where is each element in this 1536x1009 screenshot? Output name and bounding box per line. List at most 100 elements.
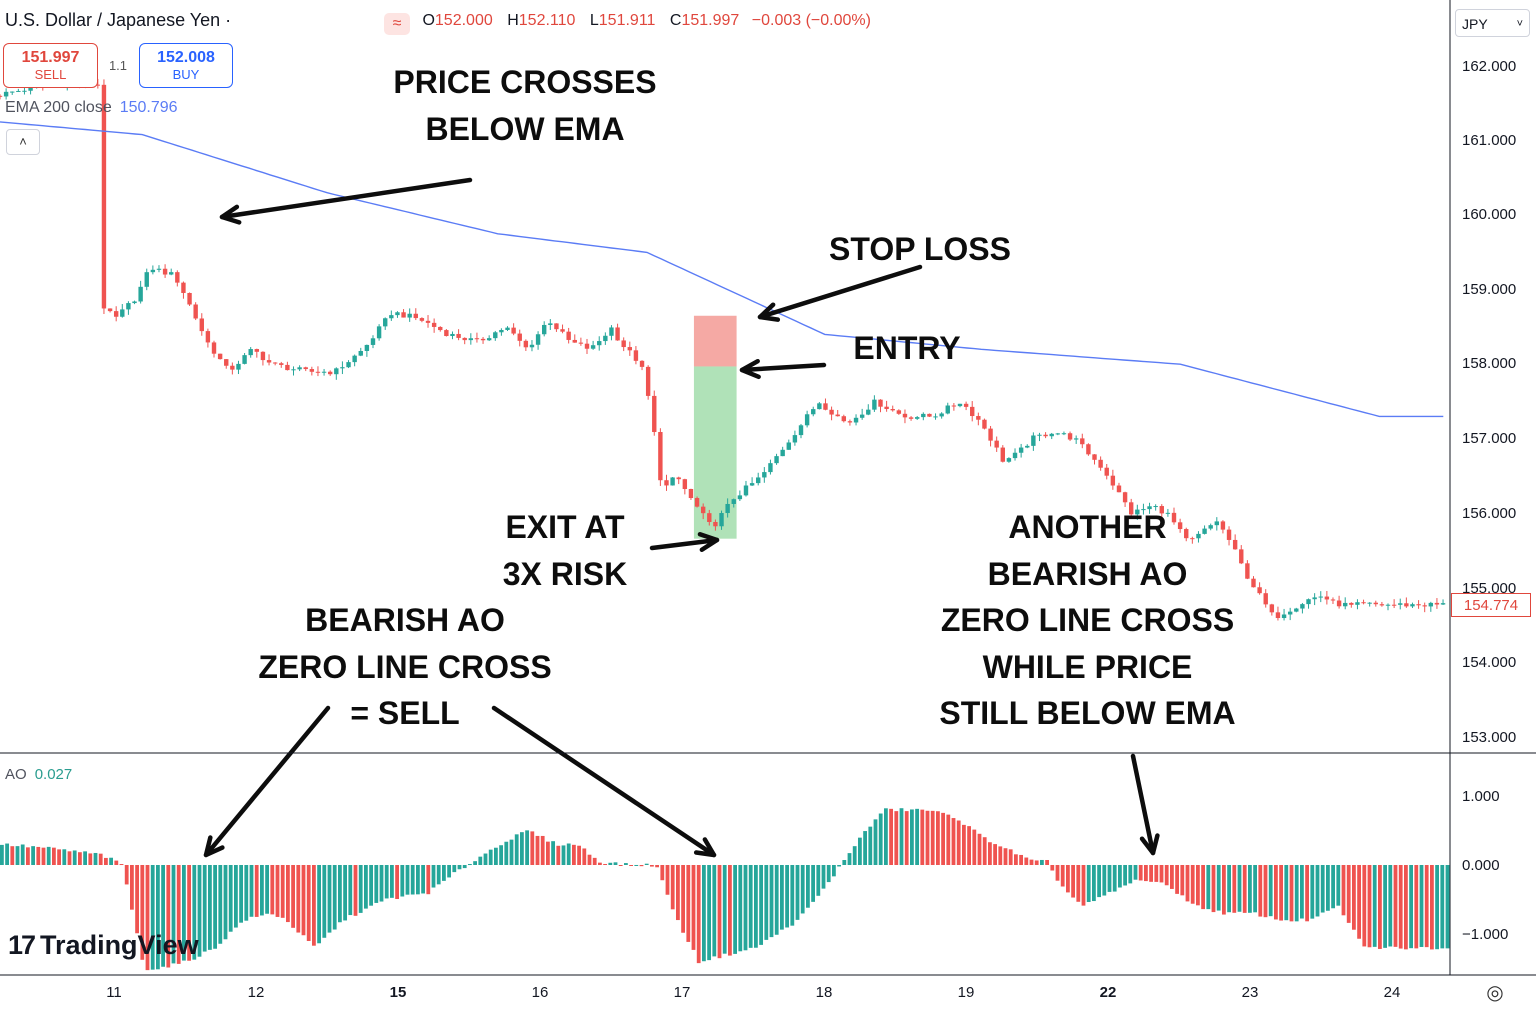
- ao-bar: [20, 844, 25, 865]
- ao-bar: [899, 808, 904, 865]
- ao-bar: [1352, 865, 1356, 930]
- candle-body: [792, 435, 798, 443]
- sell-arrow-right-head: [693, 837, 717, 858]
- ao-bar: [1393, 865, 1398, 947]
- price-cross-arrow-line: [219, 177, 473, 220]
- candle-body: [835, 414, 840, 417]
- candle-body: [1220, 521, 1226, 530]
- candle-body: [309, 369, 315, 372]
- candle-body: [1031, 435, 1036, 446]
- candle-body: [1067, 433, 1073, 440]
- ao-bar: [1175, 865, 1179, 894]
- settings-icon[interactable]: ◎: [1486, 982, 1504, 1004]
- high-label: H: [507, 12, 519, 29]
- ao-bar: [1164, 865, 1169, 886]
- ao-bar: [98, 853, 103, 865]
- ao-bar: [566, 843, 571, 865]
- ema-legend[interactable]: EMA 200 close 150.796: [5, 99, 178, 117]
- candle-body: [224, 359, 229, 366]
- price-tick: 158.000: [1462, 355, 1517, 372]
- candle-body: [340, 367, 345, 369]
- ao-bar: [416, 865, 420, 895]
- candle-body: [364, 344, 370, 351]
- ao-bar: [286, 865, 290, 923]
- currency-select[interactable]: JPY ˅: [1455, 9, 1530, 37]
- ao-bar: [249, 865, 254, 917]
- candle-body: [554, 323, 559, 330]
- candle-body: [1422, 605, 1427, 607]
- candle-body: [511, 327, 516, 334]
- candle-body: [529, 344, 535, 348]
- candle-body: [242, 355, 247, 364]
- candle-body: [120, 309, 125, 317]
- candle-body: [462, 337, 467, 341]
- candle-body: [450, 333, 455, 337]
- ao-bar: [587, 854, 592, 865]
- candle-body: [719, 513, 724, 527]
- annotation-entry: ENTRY: [853, 330, 961, 366]
- ao-bar: [1014, 854, 1018, 865]
- candle-body: [743, 485, 749, 496]
- candle-body: [817, 403, 822, 410]
- ao-bar: [1357, 865, 1361, 939]
- candle-body: [902, 413, 908, 418]
- candle-body: [731, 499, 736, 504]
- candle-body: [768, 463, 773, 473]
- candle-body: [1410, 604, 1415, 607]
- ao-bar: [556, 845, 561, 865]
- ao-bar: [509, 839, 514, 865]
- ao-bar: [1060, 865, 1065, 887]
- ao-bar: [0, 844, 4, 865]
- candle-body: [1269, 604, 1275, 613]
- sell-button[interactable]: 151.997 SELL: [3, 43, 98, 88]
- ao-bar: [1258, 865, 1263, 917]
- candle-body: [132, 301, 137, 304]
- ao-bar: [46, 846, 51, 865]
- ao-bar: [457, 865, 462, 870]
- annotation-line: ANOTHER: [1008, 509, 1167, 545]
- collapse-legend-button[interactable]: ˄: [6, 129, 40, 155]
- candle-body: [676, 477, 681, 480]
- ao-bar: [1102, 865, 1107, 896]
- approx-icon[interactable]: ≈: [384, 13, 410, 35]
- ao-bar: [1066, 865, 1070, 893]
- candle-body: [1208, 525, 1213, 529]
- candle-body: [1037, 434, 1042, 436]
- candle-body: [480, 338, 486, 341]
- annotation-line: = SELL: [350, 695, 460, 731]
- candle-body: [266, 360, 272, 363]
- annotation-line: EXIT AT: [505, 509, 625, 545]
- candle-body: [419, 318, 425, 321]
- ao-legend[interactable]: AO 0.027: [5, 766, 72, 783]
- tradingview-logo[interactable]: 17 TradingView: [8, 930, 199, 961]
- candle-body: [193, 304, 198, 319]
- ao-bar: [1019, 854, 1023, 865]
- ao-bar: [858, 837, 862, 865]
- buy-button[interactable]: 152.008 BUY: [139, 43, 233, 88]
- ao-bar: [806, 865, 810, 908]
- ao-bar: [1107, 865, 1112, 892]
- ao-bar: [582, 848, 587, 865]
- ao-bar: [1289, 865, 1294, 922]
- candle-body: [633, 350, 639, 361]
- ao-bar: [868, 826, 873, 865]
- price-cross-arrow-head: [219, 204, 242, 225]
- ao-bar: [660, 865, 665, 881]
- candle-body: [841, 416, 847, 422]
- ao-bar: [280, 865, 285, 918]
- candle-body: [578, 342, 584, 344]
- candle-body: [1043, 434, 1048, 437]
- ao-bar: [1201, 865, 1205, 910]
- ao-bar: [1419, 865, 1424, 947]
- symbol-title[interactable]: U.S. Dollar / Japanese Yen ·: [5, 10, 232, 30]
- ao-bar: [1144, 865, 1148, 882]
- ao-bar: [176, 865, 181, 964]
- ao-bar: [1440, 865, 1445, 949]
- ao-bar: [1253, 865, 1257, 913]
- ao-bar: [852, 846, 857, 865]
- ao-bar: [847, 853, 852, 865]
- ao-bar: [1310, 865, 1315, 919]
- candle-body: [590, 345, 596, 349]
- ao-bar: [743, 865, 748, 951]
